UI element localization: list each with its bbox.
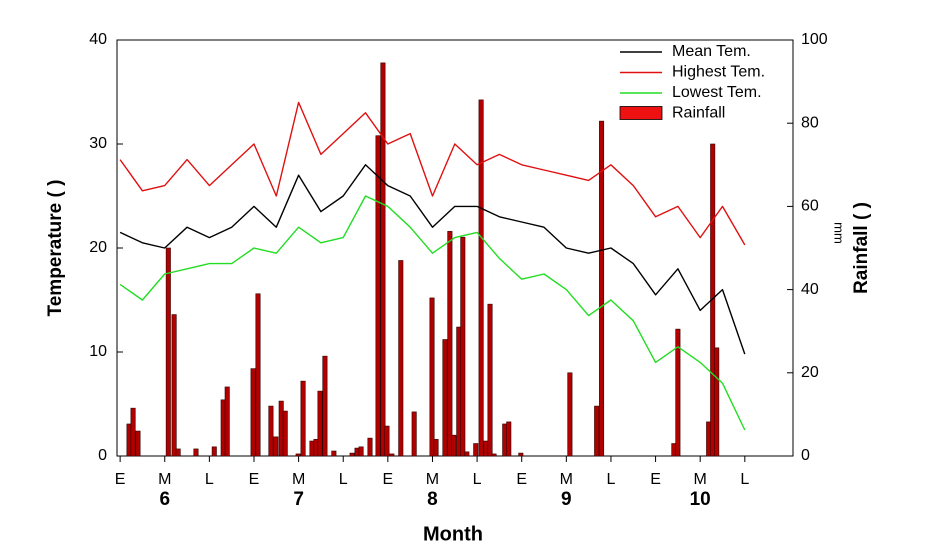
y2-tick-label: 20 xyxy=(801,364,819,381)
x-tick-label: L xyxy=(339,471,348,488)
rain-bar xyxy=(487,303,493,457)
rain-bar xyxy=(130,407,136,457)
rain-bar xyxy=(447,231,453,457)
month-label: 7 xyxy=(293,489,304,510)
rain-bar xyxy=(398,260,404,457)
y2-tick-label: 0 xyxy=(801,447,810,464)
y-axis-label: Temperature ( ) xyxy=(45,180,66,317)
legend-label: Highest Tem. xyxy=(672,64,765,81)
rain-bar xyxy=(175,448,181,457)
y-tick-label: 0 xyxy=(98,447,107,464)
rain-bar xyxy=(460,236,466,457)
y2-tick-label: 40 xyxy=(801,281,819,298)
rain-bar xyxy=(135,430,141,457)
rain-bar xyxy=(211,446,217,457)
plot-frame xyxy=(116,39,794,457)
rain-bar xyxy=(433,439,439,457)
rain-bar xyxy=(224,386,230,457)
x-tick-label: L xyxy=(205,471,214,488)
x-tick-label: L xyxy=(740,471,749,488)
x-tick-label: L xyxy=(606,471,615,488)
rain-bar xyxy=(300,380,306,457)
rain-bar xyxy=(567,372,573,457)
rain-bar xyxy=(518,452,524,457)
temp-line xyxy=(119,101,746,246)
rain-bar xyxy=(349,452,355,457)
month-label: 10 xyxy=(690,489,711,510)
legend-label: Lowest Tem. xyxy=(672,84,762,101)
legend-label: Mean Tem. xyxy=(672,43,751,60)
month-label: 8 xyxy=(427,489,438,510)
rain-bar xyxy=(282,410,288,457)
rain-bar xyxy=(451,434,457,457)
rain-bar xyxy=(367,437,373,457)
x-tick-label: M xyxy=(158,471,171,488)
y2-unit: mm xyxy=(832,222,847,244)
rain-bar xyxy=(358,446,364,457)
rain-bar xyxy=(429,297,435,457)
x-tick-label: E xyxy=(516,471,527,488)
rain-bar xyxy=(171,314,177,457)
rain-bar xyxy=(442,339,448,457)
month-label: 6 xyxy=(159,489,170,510)
x-tick-label: E xyxy=(115,471,126,488)
y2-tick-label: 60 xyxy=(801,198,819,215)
legend-label: Rainfall xyxy=(672,105,725,122)
x-tick-label: E xyxy=(383,471,394,488)
rain-bar xyxy=(380,62,386,457)
rain-bar xyxy=(193,448,199,457)
y2-axis-label: Rainfall ( ) xyxy=(851,202,872,294)
y-tick-label: 30 xyxy=(89,135,107,152)
legend-swatch xyxy=(619,106,663,120)
x-tick-label: L xyxy=(473,471,482,488)
y-tick-label: 10 xyxy=(89,343,107,360)
rain-bar xyxy=(273,436,279,457)
rain-bar xyxy=(384,425,390,457)
temp-line xyxy=(119,164,746,355)
rain-bar xyxy=(478,99,484,457)
rain-bar xyxy=(411,411,417,457)
rain-bar xyxy=(268,405,274,457)
rain-bar xyxy=(389,453,395,457)
x-tick-label: M xyxy=(426,471,439,488)
rain-bar xyxy=(250,368,256,457)
rain-bar xyxy=(165,247,171,457)
rain-bar xyxy=(317,390,323,457)
rain-bar xyxy=(473,443,479,457)
x-tick-label: M xyxy=(694,471,707,488)
rain-bar xyxy=(599,120,605,457)
x-tick-label: E xyxy=(249,471,260,488)
rain-bar xyxy=(331,450,337,457)
rain-bar xyxy=(506,421,512,457)
month-label: 9 xyxy=(561,489,572,510)
x-tick-label: M xyxy=(560,471,573,488)
y2-tick-label: 100 xyxy=(801,31,828,48)
rain-bar xyxy=(714,347,720,457)
y-tick-label: 40 xyxy=(89,31,107,48)
rain-bar xyxy=(322,355,328,457)
rain-bar xyxy=(594,405,600,457)
x-axis-label: Month xyxy=(423,523,483,545)
rain-bar xyxy=(255,293,261,457)
rain-bar xyxy=(295,453,301,457)
rain-bar xyxy=(375,135,381,457)
rain-bar xyxy=(675,328,681,457)
y2-tick-label: 80 xyxy=(801,114,819,131)
x-tick-label: E xyxy=(650,471,661,488)
rain-bar xyxy=(464,451,470,457)
temp-line xyxy=(119,195,746,431)
y-tick-label: 20 xyxy=(89,239,107,256)
rain-bar xyxy=(491,453,497,457)
x-tick-label: M xyxy=(292,471,305,488)
